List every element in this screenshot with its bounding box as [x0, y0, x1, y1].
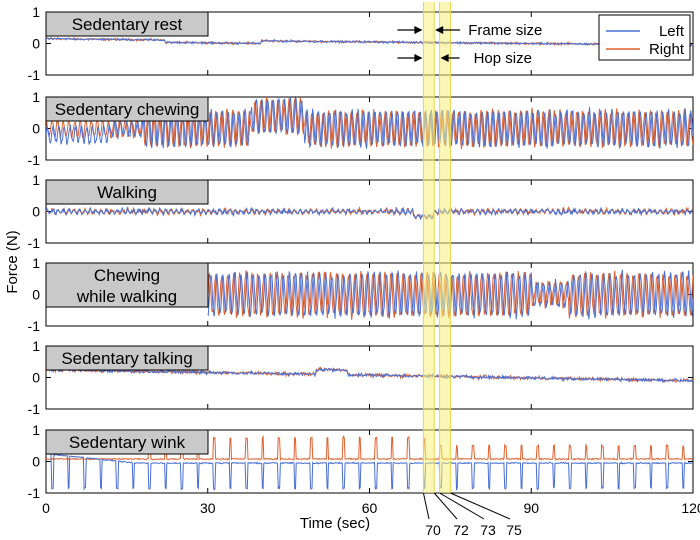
highlight-leader — [439, 492, 485, 520]
hop-size-label: Hop size — [474, 50, 532, 67]
y-tick-label: -1 — [28, 152, 41, 168]
x-tick-label: 120 — [681, 500, 700, 516]
panel-title-box — [45, 11, 209, 37]
panel-title-box — [45, 429, 209, 455]
panel-title: Sedentary chewing — [55, 100, 200, 119]
x-tick-label: 30 — [200, 500, 216, 516]
frame-arrowhead-left — [414, 26, 423, 34]
hop-arrowhead-left — [414, 54, 423, 62]
panel: 1 0 -1 Chewing while walking — [28, 255, 694, 334]
legend-label: Right — [649, 41, 685, 58]
panel: 1 0 -1 Sedentary chewing — [28, 89, 694, 168]
y-tick-label: -1 — [28, 485, 41, 501]
y-tick-label: -1 — [28, 401, 41, 417]
y-tick-label: 1 — [32, 338, 40, 354]
y-tick-label: 1 — [32, 4, 40, 20]
y-tick-label: -1 — [28, 67, 41, 83]
y-tick-label: 1 — [32, 172, 40, 188]
highlight-tick-label: 73 — [480, 522, 496, 538]
y-tick-label: -1 — [28, 318, 41, 334]
x-tick-label: 60 — [362, 500, 378, 516]
y-tick-label: 1 — [32, 255, 40, 271]
y-tick-label: 0 — [32, 454, 40, 470]
panel: 1 0 -1 Sedentary wink — [28, 422, 694, 501]
overlay-layer: 0 30 60 90 120 70 72 73 75 Frame size Hop size Left… — [42, 14, 700, 538]
series-left-line — [46, 36, 693, 48]
frame-arrowhead-right — [435, 26, 444, 34]
highlight-tick-label: 75 — [506, 522, 522, 538]
series-left-line — [46, 205, 693, 221]
panel-title-box — [45, 96, 209, 122]
panel-title: Sedentary wink — [69, 433, 186, 452]
y-tick-label: 0 — [32, 370, 40, 386]
series-left-line — [46, 452, 693, 491]
panel-title: Walking — [97, 183, 157, 202]
panel-title-box — [45, 262, 209, 308]
highlight-tick-label: 70 — [425, 522, 441, 538]
panel-title: Sedentary talking — [61, 349, 192, 368]
y-tick-label: 0 — [32, 36, 40, 52]
y-tick-label: 0 — [32, 121, 40, 137]
x-tick-label: 90 — [523, 500, 539, 516]
series-right-line — [46, 434, 693, 461]
panel-title-box — [45, 179, 209, 205]
highlight-leader — [422, 492, 430, 520]
panel-title: Sedentary rest — [72, 15, 183, 34]
y-tick-label: 1 — [32, 89, 40, 105]
highlight-layer — [422, 2, 451, 493]
panel: 1 0 -1 Sedentary talking — [28, 338, 694, 417]
highlight-window — [439, 2, 451, 493]
legend-box — [598, 14, 691, 61]
hop-arrowhead-right — [440, 54, 449, 62]
legend-label: Left — [659, 23, 685, 40]
frame-size-label: Frame size — [468, 22, 542, 39]
highlight-leader — [450, 492, 511, 520]
series-left-line — [46, 366, 693, 383]
x-tick-label: 0 — [42, 500, 50, 516]
y-axis-label: Force (N) — [4, 230, 21, 293]
y-tick-label: 0 — [32, 287, 40, 303]
x-axis-label: Time (sec) — [300, 515, 370, 532]
panel: 1 0 -1 Sedentary rest — [28, 4, 694, 83]
panel: 1 0 -1 Walking — [28, 172, 694, 251]
y-tick-label: -1 — [28, 235, 41, 251]
y-tick-label: 0 — [32, 204, 40, 220]
panel-title-box — [45, 345, 209, 371]
panel-title: Chewing — [94, 266, 160, 285]
highlight-window — [423, 2, 435, 493]
highlight-tick-label: 72 — [453, 522, 469, 538]
panel-title: while walking — [76, 287, 177, 306]
highlight-leader — [433, 492, 458, 520]
y-tick-label: 1 — [32, 422, 40, 438]
